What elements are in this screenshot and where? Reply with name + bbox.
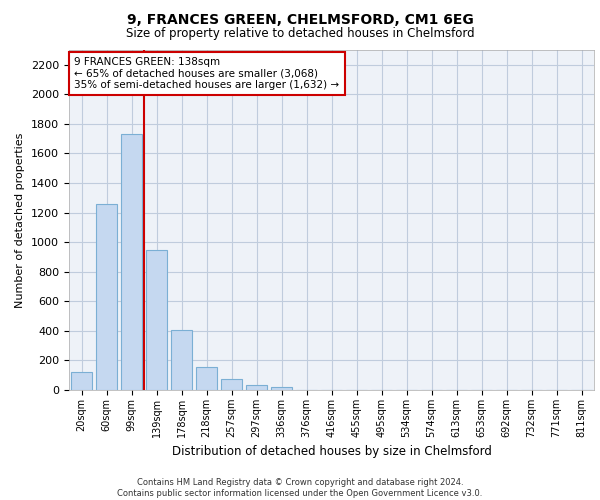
Bar bbox=[71, 372, 92, 390]
Bar bbox=[196, 367, 217, 390]
Text: Contains HM Land Registry data © Crown copyright and database right 2024.
Contai: Contains HM Land Registry data © Crown c… bbox=[118, 478, 482, 498]
Bar bbox=[96, 204, 117, 390]
Bar bbox=[221, 379, 242, 390]
Text: 9 FRANCES GREEN: 138sqm
← 65% of detached houses are smaller (3,068)
35% of semi: 9 FRANCES GREEN: 138sqm ← 65% of detache… bbox=[74, 57, 340, 90]
X-axis label: Distribution of detached houses by size in Chelmsford: Distribution of detached houses by size … bbox=[172, 446, 491, 458]
Bar bbox=[121, 134, 142, 390]
Bar bbox=[271, 387, 292, 390]
Bar bbox=[246, 385, 267, 390]
Bar bbox=[171, 330, 192, 390]
Text: 9, FRANCES GREEN, CHELMSFORD, CM1 6EG: 9, FRANCES GREEN, CHELMSFORD, CM1 6EG bbox=[127, 12, 473, 26]
Bar bbox=[146, 250, 167, 390]
Y-axis label: Number of detached properties: Number of detached properties bbox=[16, 132, 25, 308]
Text: Size of property relative to detached houses in Chelmsford: Size of property relative to detached ho… bbox=[125, 28, 475, 40]
